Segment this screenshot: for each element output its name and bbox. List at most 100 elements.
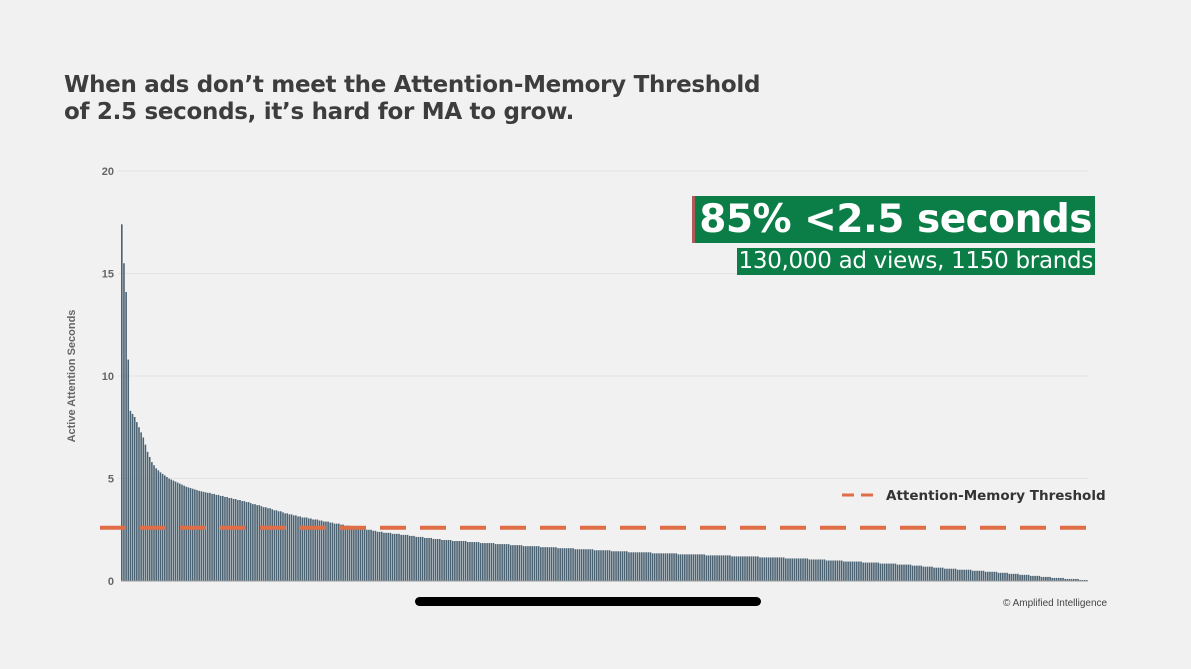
bar	[1068, 578, 1071, 581]
bar	[249, 503, 252, 581]
bar	[585, 549, 587, 581]
bar	[1023, 574, 1026, 581]
bar	[593, 550, 596, 581]
bar	[501, 544, 503, 581]
bar	[744, 556, 746, 581]
bar	[243, 501, 246, 581]
bar	[987, 571, 989, 581]
bar	[935, 567, 938, 581]
bar	[978, 570, 981, 581]
bar	[1040, 576, 1043, 581]
bar	[185, 486, 188, 581]
bar	[1014, 573, 1017, 581]
bar	[933, 567, 935, 581]
bar	[580, 549, 583, 581]
bar	[385, 532, 387, 581]
bar	[151, 462, 153, 581]
bar	[787, 558, 789, 581]
bar	[567, 548, 570, 581]
bar	[121, 224, 123, 582]
bar	[821, 559, 824, 581]
bar	[969, 569, 972, 581]
bar	[226, 496, 228, 581]
bar	[576, 549, 579, 581]
bar	[928, 566, 931, 581]
bar	[292, 515, 295, 581]
bar	[1006, 572, 1008, 581]
bar	[653, 553, 656, 581]
bar	[939, 567, 942, 581]
bar	[780, 557, 783, 581]
bar	[273, 510, 276, 581]
bar	[284, 513, 286, 581]
bar	[812, 559, 815, 581]
bar	[138, 427, 140, 581]
bar	[1055, 577, 1058, 581]
bar	[196, 490, 198, 581]
home-indicator[interactable]	[415, 597, 761, 606]
bar	[447, 540, 450, 581]
bar	[658, 553, 660, 581]
bar	[346, 525, 349, 581]
bar	[494, 544, 497, 581]
bar	[157, 470, 160, 581]
bar	[711, 555, 714, 582]
bar	[707, 555, 710, 582]
bar	[503, 544, 506, 581]
bar	[696, 554, 699, 581]
bar	[881, 563, 884, 581]
bar	[146, 451, 149, 581]
bar	[1025, 574, 1028, 581]
bar	[342, 524, 344, 582]
bar	[608, 550, 611, 581]
bar	[329, 522, 332, 581]
bar	[544, 547, 546, 581]
bar	[381, 531, 383, 581]
bar	[1057, 577, 1060, 581]
bar	[941, 567, 944, 581]
bar	[462, 541, 465, 581]
bar	[600, 550, 602, 581]
bar	[752, 556, 755, 581]
bar	[883, 563, 886, 581]
bar	[542, 547, 544, 581]
bar	[458, 541, 460, 581]
bar	[144, 444, 147, 581]
bar	[623, 551, 626, 581]
bar	[191, 488, 194, 581]
bar	[237, 500, 239, 581]
bar	[1027, 574, 1030, 581]
bar	[260, 506, 263, 581]
bar	[671, 553, 673, 581]
bar	[634, 552, 637, 581]
bar	[767, 557, 770, 581]
bar	[183, 485, 185, 581]
bar	[286, 513, 289, 581]
bar	[451, 541, 454, 581]
bar	[140, 432, 142, 582]
bar	[860, 561, 862, 581]
bar	[170, 479, 173, 581]
bar	[690, 554, 693, 581]
bar	[574, 549, 577, 581]
bar	[344, 525, 347, 581]
bar	[297, 516, 299, 581]
bar	[331, 522, 334, 581]
bar	[724, 555, 727, 582]
bar	[475, 542, 478, 581]
bar	[1083, 579, 1086, 581]
bar	[209, 492, 211, 581]
bar	[127, 359, 130, 581]
bar	[759, 557, 761, 581]
bar	[133, 417, 136, 581]
bar	[825, 560, 828, 581]
bar	[804, 558, 806, 581]
bar	[557, 548, 559, 581]
bar	[789, 558, 791, 581]
bar	[555, 547, 557, 581]
bar	[630, 552, 632, 581]
bar	[952, 568, 955, 581]
bar	[602, 550, 604, 581]
bar	[469, 542, 471, 581]
bar	[763, 557, 766, 581]
